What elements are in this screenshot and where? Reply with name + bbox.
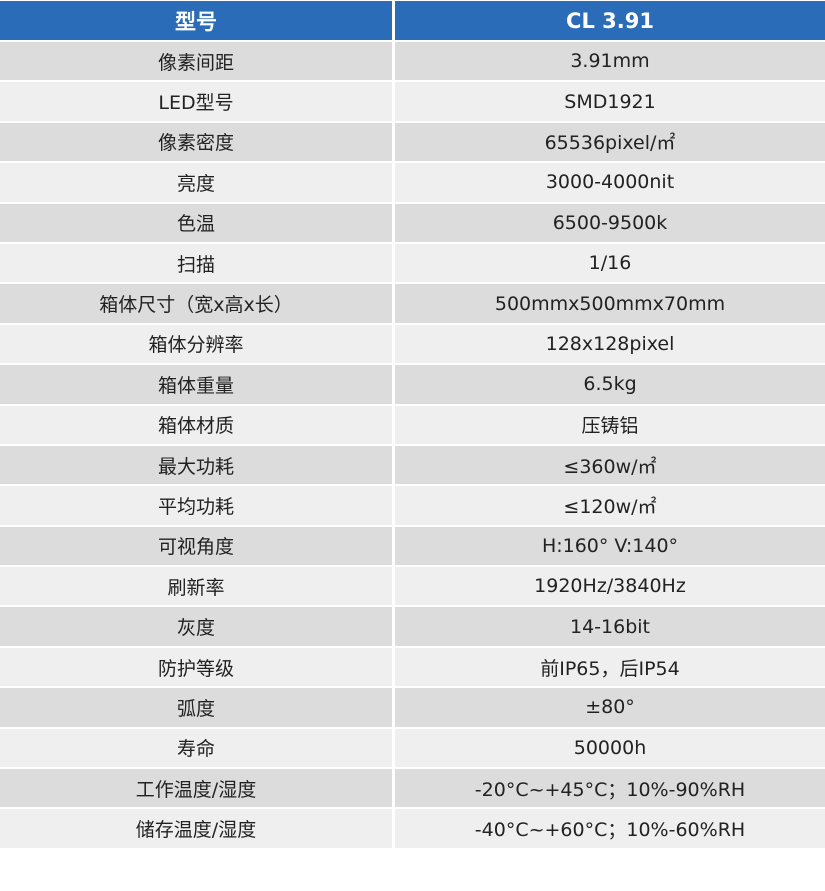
table-row: 灰度 14-16bit xyxy=(0,607,825,646)
spec-label: 色温 xyxy=(0,203,392,242)
table-row: 刷新率 1920Hz/3840Hz xyxy=(0,567,825,606)
spec-label: 寿命 xyxy=(0,728,392,768)
spec-value: 3000-4000nit xyxy=(395,163,825,202)
spec-label: 可视角度 xyxy=(0,526,392,566)
table-row: 像素间距 3.91mm xyxy=(0,42,825,81)
spec-value: ±80° xyxy=(395,688,825,727)
header-model-label: 型号 xyxy=(0,1,392,40)
spec-value: ≤360w/㎡ xyxy=(395,445,825,485)
table-row: 箱体尺寸（宽x高x长） 500mmx500mmx70mm xyxy=(0,284,825,323)
spec-value: 6500-9500k xyxy=(395,203,825,242)
table-row: 储存温度/湿度 -40°C~+60°C；10%-60%RH xyxy=(0,809,825,848)
spec-value: 压铸铝 xyxy=(395,405,825,444)
header-row: 型号 CL 3.91 xyxy=(0,1,825,40)
spec-value: H:160° V:140° xyxy=(395,526,825,566)
table-row: 可视角度 H:160° V:140° xyxy=(0,526,825,566)
table-row: 扫描 1/16 xyxy=(0,243,825,283)
spec-label: 工作温度/湿度 xyxy=(0,769,392,808)
table-row: LED型号 SMD1921 xyxy=(0,82,825,121)
table-row: 弧度 ±80° xyxy=(0,688,825,727)
table-row: 箱体材质 压铸铝 xyxy=(0,405,825,444)
spec-label: 像素间距 xyxy=(0,42,392,81)
spec-value: 128x128pixel xyxy=(395,324,825,364)
table-row: 工作温度/湿度 -20°C~+45°C；10%-90%RH xyxy=(0,769,825,808)
spec-label: 箱体尺寸（宽x高x长） xyxy=(0,284,392,323)
spec-value: 3.91mm xyxy=(395,42,825,81)
spec-table: 型号 CL 3.91 像素间距 3.91mm LED型号 SMD1921 像素密度 655… xyxy=(0,1,825,848)
table-row: 寿命 50000h xyxy=(0,728,825,768)
spec-value: -40°C~+60°C；10%-60%RH xyxy=(395,809,825,848)
spec-value: 1920Hz/3840Hz xyxy=(395,567,825,606)
spec-label: 亮度 xyxy=(0,163,392,202)
spec-label: 箱体材质 xyxy=(0,405,392,444)
table-row: 平均功耗 ≤120w/㎡ xyxy=(0,486,825,525)
header-model-value: CL 3.91 xyxy=(395,1,825,40)
spec-label: 最大功耗 xyxy=(0,445,392,485)
spec-value: ≤120w/㎡ xyxy=(395,486,825,525)
spec-label: 防护等级 xyxy=(0,647,392,687)
table-row: 色温 6500-9500k xyxy=(0,203,825,242)
spec-value: 6.5kg xyxy=(395,365,825,404)
table-row: 箱体分辨率 128x128pixel xyxy=(0,324,825,364)
spec-label: 弧度 xyxy=(0,688,392,727)
spec-value: 1/16 xyxy=(395,243,825,283)
spec-value: -20°C~+45°C；10%-90%RH xyxy=(395,769,825,808)
table-row: 像素密度 65536pixel/㎡ xyxy=(0,122,825,162)
spec-label: 平均功耗 xyxy=(0,486,392,525)
spec-value: 500mmx500mmx70mm xyxy=(395,284,825,323)
spec-value: 前IP65，后IP54 xyxy=(395,647,825,687)
table-row: 箱体重量 6.5kg xyxy=(0,365,825,404)
spec-value: SMD1921 xyxy=(395,82,825,121)
table-row: 防护等级 前IP65，后IP54 xyxy=(0,647,825,687)
spec-label: 箱体分辨率 xyxy=(0,324,392,364)
table-row: 最大功耗 ≤360w/㎡ xyxy=(0,445,825,485)
spec-label: 刷新率 xyxy=(0,567,392,606)
table-row: 亮度 3000-4000nit xyxy=(0,163,825,202)
spec-value: 14-16bit xyxy=(395,607,825,646)
spec-value: 50000h xyxy=(395,728,825,768)
spec-label: LED型号 xyxy=(0,82,392,121)
spec-label: 箱体重量 xyxy=(0,365,392,404)
spec-label: 储存温度/湿度 xyxy=(0,809,392,848)
spec-label: 像素密度 xyxy=(0,122,392,162)
spec-value: 65536pixel/㎡ xyxy=(395,122,825,162)
spec-label: 灰度 xyxy=(0,607,392,646)
spec-label: 扫描 xyxy=(0,243,392,283)
